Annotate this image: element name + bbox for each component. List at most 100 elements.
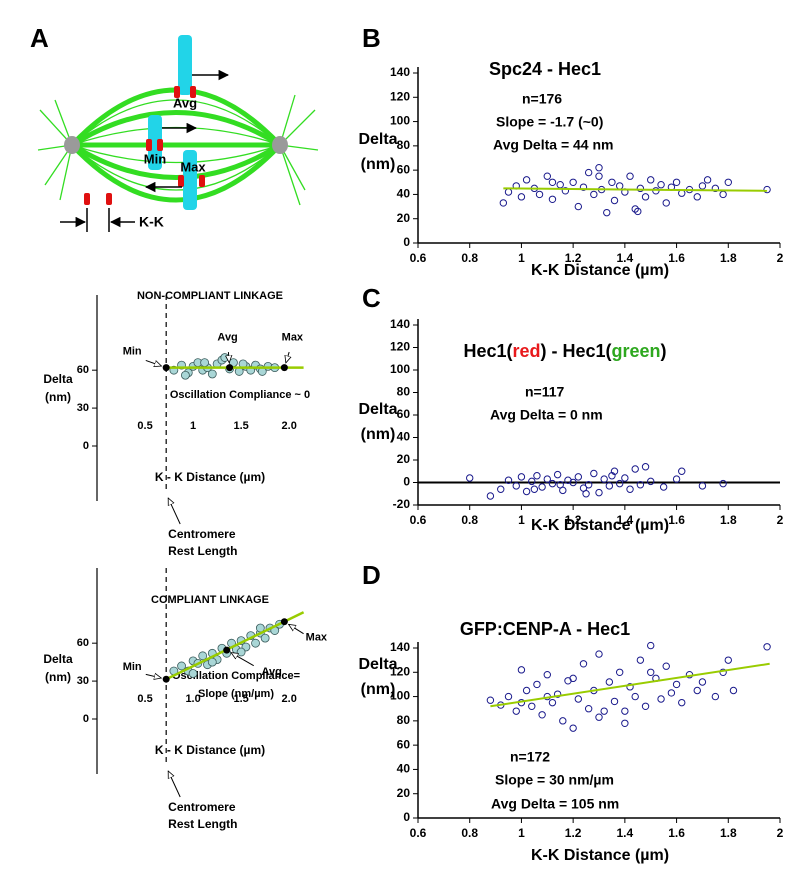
point — [605, 482, 614, 490]
point — [626, 172, 634, 180]
point — [703, 176, 712, 184]
point — [584, 705, 593, 713]
point — [678, 467, 686, 475]
x-axis-label: K-K Distance (µm) — [531, 517, 669, 534]
point — [548, 195, 557, 203]
point — [698, 482, 707, 490]
point — [260, 633, 270, 643]
rest-label: Centromere — [168, 800, 236, 814]
annotation: n=172 — [510, 749, 550, 765]
point — [641, 463, 650, 471]
y-tick-label: 0 — [403, 475, 410, 489]
key-label: Max — [306, 632, 328, 644]
x-tick-label: 1.8 — [720, 251, 737, 265]
panel-label: A — [30, 23, 49, 53]
point — [657, 181, 665, 189]
point — [579, 660, 588, 668]
y-tick-label: 30 — [77, 402, 89, 414]
key-label: Avg — [217, 332, 237, 344]
point — [220, 353, 230, 362]
point — [512, 482, 520, 490]
y-tick-label: 20 — [397, 452, 411, 466]
rest-label: Centromere — [168, 527, 236, 541]
point — [763, 185, 771, 194]
point — [621, 707, 629, 715]
annotation: Avg Delta = 105 nm — [491, 796, 619, 812]
point — [535, 190, 544, 199]
x-tick-label: 1.4 — [617, 513, 634, 527]
point — [251, 638, 260, 648]
point — [584, 481, 593, 489]
y-axis-label: (nm) — [361, 426, 396, 443]
point — [517, 666, 526, 674]
point — [641, 193, 650, 201]
y-tick-label: 80 — [397, 713, 411, 727]
key-arrow — [228, 352, 229, 363]
y-tick-label: 60 — [77, 364, 89, 376]
y-tick-label: 0 — [403, 235, 410, 249]
x-axis-label: K-K Distance (µm) — [531, 847, 669, 864]
key-arrow — [145, 674, 162, 678]
point — [504, 692, 513, 701]
point — [595, 488, 603, 497]
x-tick-label: 2.0 — [282, 693, 297, 705]
point — [553, 690, 562, 698]
point — [659, 483, 668, 491]
point — [678, 698, 686, 707]
point — [672, 680, 681, 689]
y-axis-label: (nm) — [361, 156, 396, 173]
y-tick-label: 100 — [390, 689, 410, 703]
key-point — [223, 646, 231, 654]
fit-line — [490, 662, 770, 708]
point — [608, 178, 616, 186]
point — [517, 193, 526, 201]
y-axis-label: Delta — [43, 372, 73, 386]
point — [631, 205, 639, 213]
y-tick-label: 140 — [390, 640, 410, 654]
point — [698, 182, 707, 190]
point — [486, 492, 495, 500]
point — [530, 485, 539, 493]
point — [647, 176, 655, 184]
y-tick-label: 40 — [397, 187, 411, 201]
point — [590, 190, 598, 199]
chart-title: GFP:CENP-A - Hec1 — [460, 619, 630, 639]
point — [636, 656, 645, 664]
rest-arrow — [167, 498, 181, 525]
point — [486, 696, 495, 704]
point — [595, 172, 603, 180]
spindle-diagram — [37, 35, 319, 232]
point — [610, 196, 619, 205]
title-part: ) - Hec1( — [541, 341, 612, 361]
x-tick-label: 1 — [518, 513, 525, 527]
y-axis-label: Delta — [43, 652, 73, 666]
x-tick-label: 1 — [190, 420, 196, 432]
key-point — [162, 364, 170, 372]
point — [528, 477, 536, 486]
point — [667, 689, 676, 697]
x-tick-label: 0.8 — [461, 513, 478, 527]
point — [652, 187, 660, 195]
y-tick-label: 20 — [397, 211, 411, 225]
y-tick-label: 60 — [397, 407, 411, 421]
x-tick-label: 1.6 — [668, 251, 685, 265]
point — [466, 474, 474, 482]
y-tick-label: 0 — [83, 440, 89, 452]
x-tick-label: 2.0 — [282, 420, 297, 432]
x-tick-label: 2 — [777, 826, 784, 840]
y-tick-label: 80 — [397, 385, 411, 399]
x-tick-label: 1 — [518, 251, 525, 265]
point — [504, 188, 513, 196]
point — [574, 202, 583, 211]
point — [719, 190, 727, 199]
title-part: Hec1( — [463, 341, 512, 361]
point — [647, 477, 655, 486]
point — [538, 483, 546, 491]
panel-label: D — [362, 560, 381, 590]
x-tick-label: 0.6 — [410, 513, 427, 527]
point — [657, 695, 665, 703]
point — [533, 680, 541, 689]
y-tick-label: 100 — [390, 114, 410, 128]
point — [556, 481, 564, 489]
point — [528, 702, 536, 710]
